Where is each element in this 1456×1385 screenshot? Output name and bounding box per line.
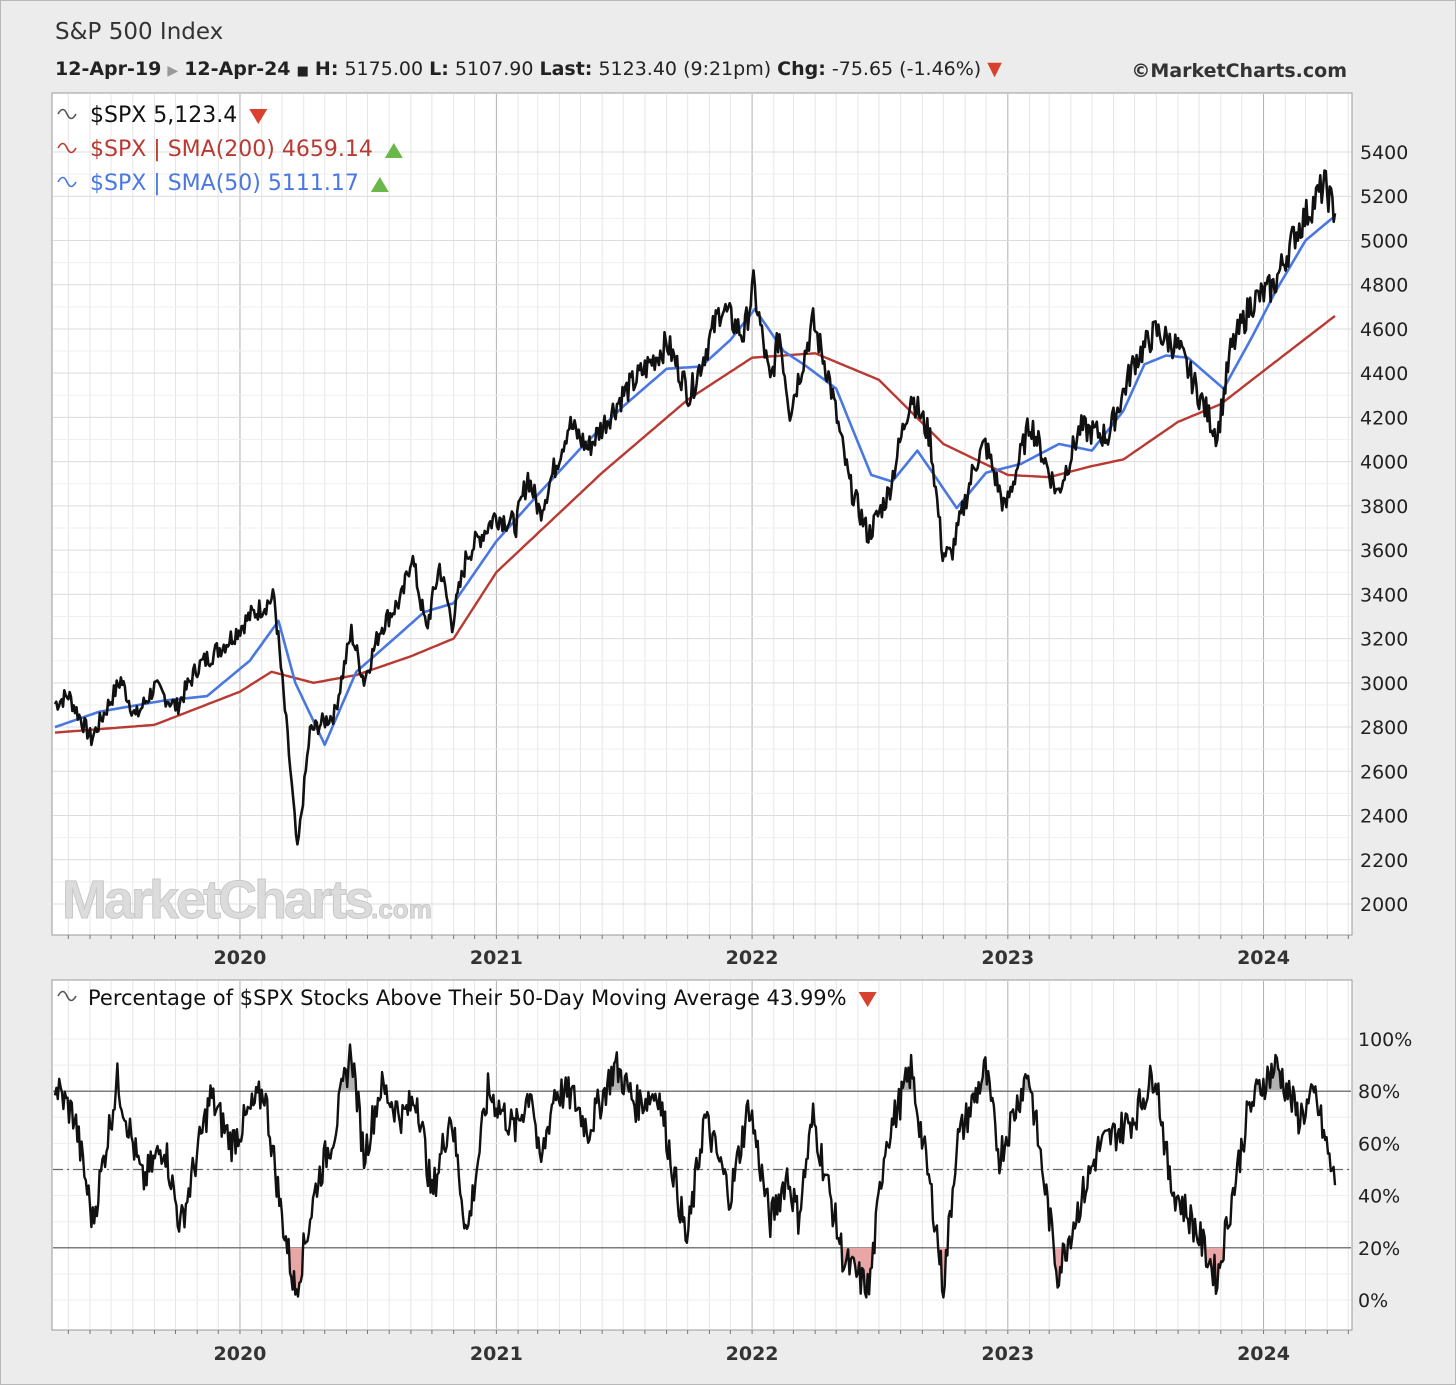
legend-label: $SPX 5,123.4 xyxy=(90,103,237,128)
y-tick-label: 4800 xyxy=(1360,275,1408,297)
y-tick-label: 3000 xyxy=(1360,673,1408,695)
x-tick-label: 2020 xyxy=(214,947,267,969)
down-arrow-icon xyxy=(249,109,268,124)
high-label: H: xyxy=(314,58,339,80)
legend-line-icon xyxy=(57,142,77,154)
x-tick-label: 2021 xyxy=(470,947,523,969)
y-tick-label: 3600 xyxy=(1360,540,1408,562)
last-label: Last: xyxy=(539,58,593,80)
legend-line-icon xyxy=(57,990,77,1002)
up-arrow-icon xyxy=(370,177,389,192)
start-date: 12-Apr-19 xyxy=(55,58,162,80)
breadth-panel: 0%20%40%60%80%100% 2020 2021 2022 2023 2024 … xyxy=(51,979,1412,1365)
copyright-notice: ©MarketCharts.com xyxy=(1131,60,1347,82)
y-tick-label: 80% xyxy=(1358,1081,1400,1103)
x-tick-label: 2022 xyxy=(726,1343,779,1365)
legend-label: $SPX | SMA(200) 4659.14 xyxy=(90,137,373,162)
price-panel-bg xyxy=(51,92,1353,936)
price-x-tick-labels: 2020 2021 2022 2023 2024 xyxy=(67,935,1349,969)
x-tick-label: 2020 xyxy=(214,1343,267,1365)
x-tick-label: 2024 xyxy=(1237,1343,1290,1365)
oversold-shade xyxy=(1054,1247,1062,1288)
breadth-line xyxy=(53,1043,1337,1299)
change-label: Chg: xyxy=(777,58,826,80)
y-tick-label: 5200 xyxy=(1360,186,1408,208)
y-tick-label: 0% xyxy=(1358,1290,1388,1312)
legend-label: Percentage of $SPX Stocks Above Their 50… xyxy=(88,986,847,1010)
x-tick-label: 2023 xyxy=(981,947,1034,969)
x-tick-label: 2024 xyxy=(1237,947,1290,969)
y-tick-label: 60% xyxy=(1358,1133,1400,1155)
legend-label: $SPX | SMA(50) 5111.17 xyxy=(90,171,359,196)
breadth-x-tick-labels: 2020 2021 2022 2023 2024 xyxy=(67,1330,1349,1365)
y-tick-label: 2600 xyxy=(1360,761,1408,783)
y-tick-label: 4200 xyxy=(1360,407,1408,429)
price-y-tick-labels: 2000 2200 2400 2600 2800 3000 3200 3400 3600 3800… xyxy=(1360,142,1408,916)
x-tick-label: 2021 xyxy=(470,1343,523,1365)
y-tick-label: 2800 xyxy=(1360,717,1408,739)
x-tick-label: 2022 xyxy=(726,947,779,969)
y-tick-label: 4000 xyxy=(1360,452,1408,474)
y-tick-label: 3800 xyxy=(1360,496,1408,518)
breadth-y-tick-labels: 0% 20% 40% 60% 80% 100% xyxy=(1358,1029,1412,1312)
price-panel: MarketCharts.com 2000 2200 2400 2600 2800 300… xyxy=(51,92,1408,969)
y-tick-label: 20% xyxy=(1358,1238,1400,1260)
legend-line-icon xyxy=(57,176,77,188)
y-tick-label: 4600 xyxy=(1360,319,1408,341)
watermark-logo: MarketCharts.com xyxy=(62,870,432,930)
y-tick-label: 5000 xyxy=(1360,230,1408,252)
low-label: L: xyxy=(429,58,449,80)
legend-line-icon xyxy=(57,108,77,120)
y-tick-label: 4400 xyxy=(1360,363,1408,385)
breadth-gridlines xyxy=(53,981,1351,1329)
down-arrow-icon xyxy=(858,992,877,1007)
range-arrow-icon: ▶ xyxy=(167,63,179,79)
breadth-panel-bg xyxy=(51,979,1353,1331)
price-series-group xyxy=(53,169,1337,846)
y-tick-label: 2400 xyxy=(1360,806,1408,828)
price-line xyxy=(53,169,1337,846)
y-tick-label: 2000 xyxy=(1360,894,1408,916)
x-tick-label: 2023 xyxy=(981,1343,1034,1365)
change-value: -75.65 (-1.46%) xyxy=(831,58,982,80)
price-gridlines xyxy=(53,94,1351,934)
y-tick-label: 40% xyxy=(1358,1186,1400,1208)
high-value: 5175.00 xyxy=(344,58,424,80)
price-legend: $SPX 5,123.4 $SPX | SMA(200) 4659.14 $SPX … xyxy=(57,103,403,196)
end-date: 12-Apr-24 xyxy=(184,58,291,80)
down-arrow-icon: ▼ xyxy=(987,58,1002,80)
quote-info-line: 12-Apr-19 ▶ 12-Apr-24 ■ H: 5175.00 L: 51… xyxy=(55,58,1002,80)
low-value: 5107.90 xyxy=(454,58,534,80)
last-value: 5123.40 (9:21pm) xyxy=(598,58,772,80)
y-tick-label: 3400 xyxy=(1360,584,1408,606)
y-tick-label: 2200 xyxy=(1360,850,1408,872)
up-arrow-icon xyxy=(384,143,403,158)
separator-square-icon: ■ xyxy=(296,64,309,79)
chart-title: S&P 500 Index xyxy=(55,19,224,45)
y-tick-label: 100% xyxy=(1358,1029,1412,1051)
breadth-series-group xyxy=(53,1043,1337,1299)
y-tick-label: 5400 xyxy=(1360,142,1408,164)
y-tick-label: 3200 xyxy=(1360,629,1408,651)
breadth-legend: Percentage of $SPX Stocks Above Their 50… xyxy=(57,986,877,1010)
